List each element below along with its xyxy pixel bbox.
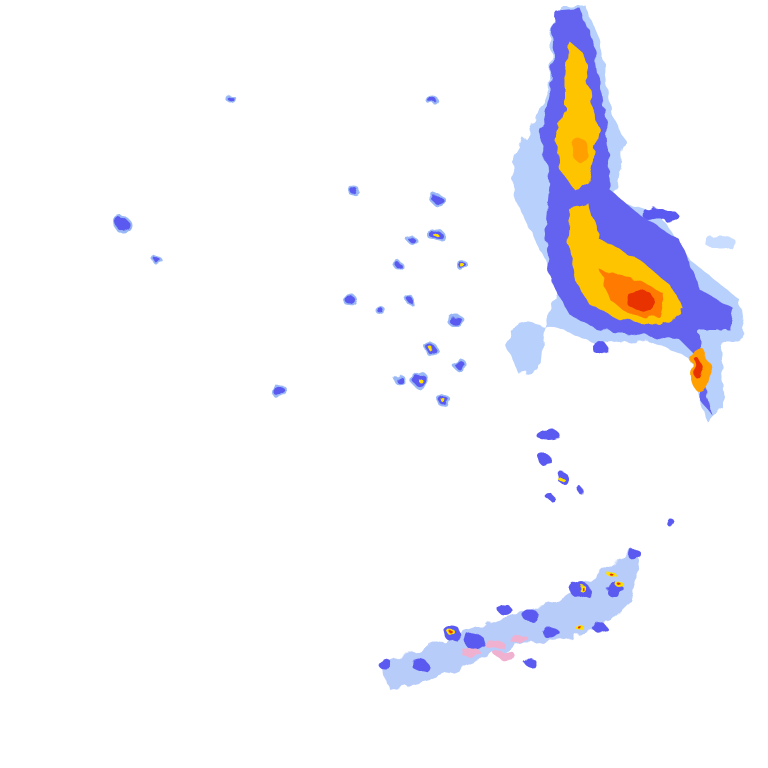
echo-cell xyxy=(498,605,512,615)
echo-cell xyxy=(522,609,538,621)
echo-cell-core xyxy=(557,476,563,480)
echo-cell xyxy=(546,494,554,500)
echo-cell xyxy=(412,659,428,671)
echo-cell xyxy=(116,219,130,231)
echo-cell xyxy=(628,550,642,560)
echo-cell-core xyxy=(578,626,582,630)
echo-cell xyxy=(349,186,357,194)
echo-cell-core xyxy=(450,631,454,635)
echo-cell xyxy=(449,315,461,325)
echo-cell xyxy=(455,361,465,369)
echo-cell xyxy=(524,658,536,666)
echo-cell-core xyxy=(434,233,438,237)
echo-cell xyxy=(542,626,558,638)
echo-clutter xyxy=(485,641,505,649)
echo-cell xyxy=(593,623,607,633)
echo-cell xyxy=(345,296,355,304)
echo-cell xyxy=(536,430,560,440)
echo-cell xyxy=(396,376,404,384)
echo-cell-core xyxy=(418,378,422,382)
echo-clutter xyxy=(460,648,480,656)
echo-cell xyxy=(227,95,233,101)
echo-cell xyxy=(274,387,286,397)
echo-cell xyxy=(704,236,736,248)
echo-cell xyxy=(395,262,401,268)
echo-cell xyxy=(539,454,551,466)
echo-cell xyxy=(433,196,443,204)
echo-main-orange-north xyxy=(572,138,588,162)
echo-cell xyxy=(577,487,583,493)
echo-cell-core xyxy=(618,583,622,587)
echo-cell xyxy=(592,342,608,354)
echo-main-yellow-north xyxy=(555,40,600,190)
echo-cell-core xyxy=(441,398,445,402)
echo-main-core xyxy=(626,290,654,310)
echo-south-light xyxy=(380,550,640,690)
echo-cell xyxy=(377,307,383,313)
echo-cell-core xyxy=(580,586,584,590)
echo-cell-core xyxy=(430,348,434,352)
echo-cell xyxy=(642,209,678,221)
echo-cell-core xyxy=(610,573,614,577)
echo-cell xyxy=(465,634,485,650)
echo-east-core xyxy=(693,358,701,378)
echo-clutter xyxy=(495,651,515,659)
echo-cell xyxy=(407,297,413,303)
echo-cell-core xyxy=(460,263,464,267)
precipitation-echoes xyxy=(114,5,745,690)
echo-cell xyxy=(428,96,436,104)
echo-cell xyxy=(409,237,415,243)
echo-clutter xyxy=(510,636,530,644)
echo-cell xyxy=(154,257,160,263)
echo-cell xyxy=(666,518,674,526)
echo-cell xyxy=(378,659,392,669)
